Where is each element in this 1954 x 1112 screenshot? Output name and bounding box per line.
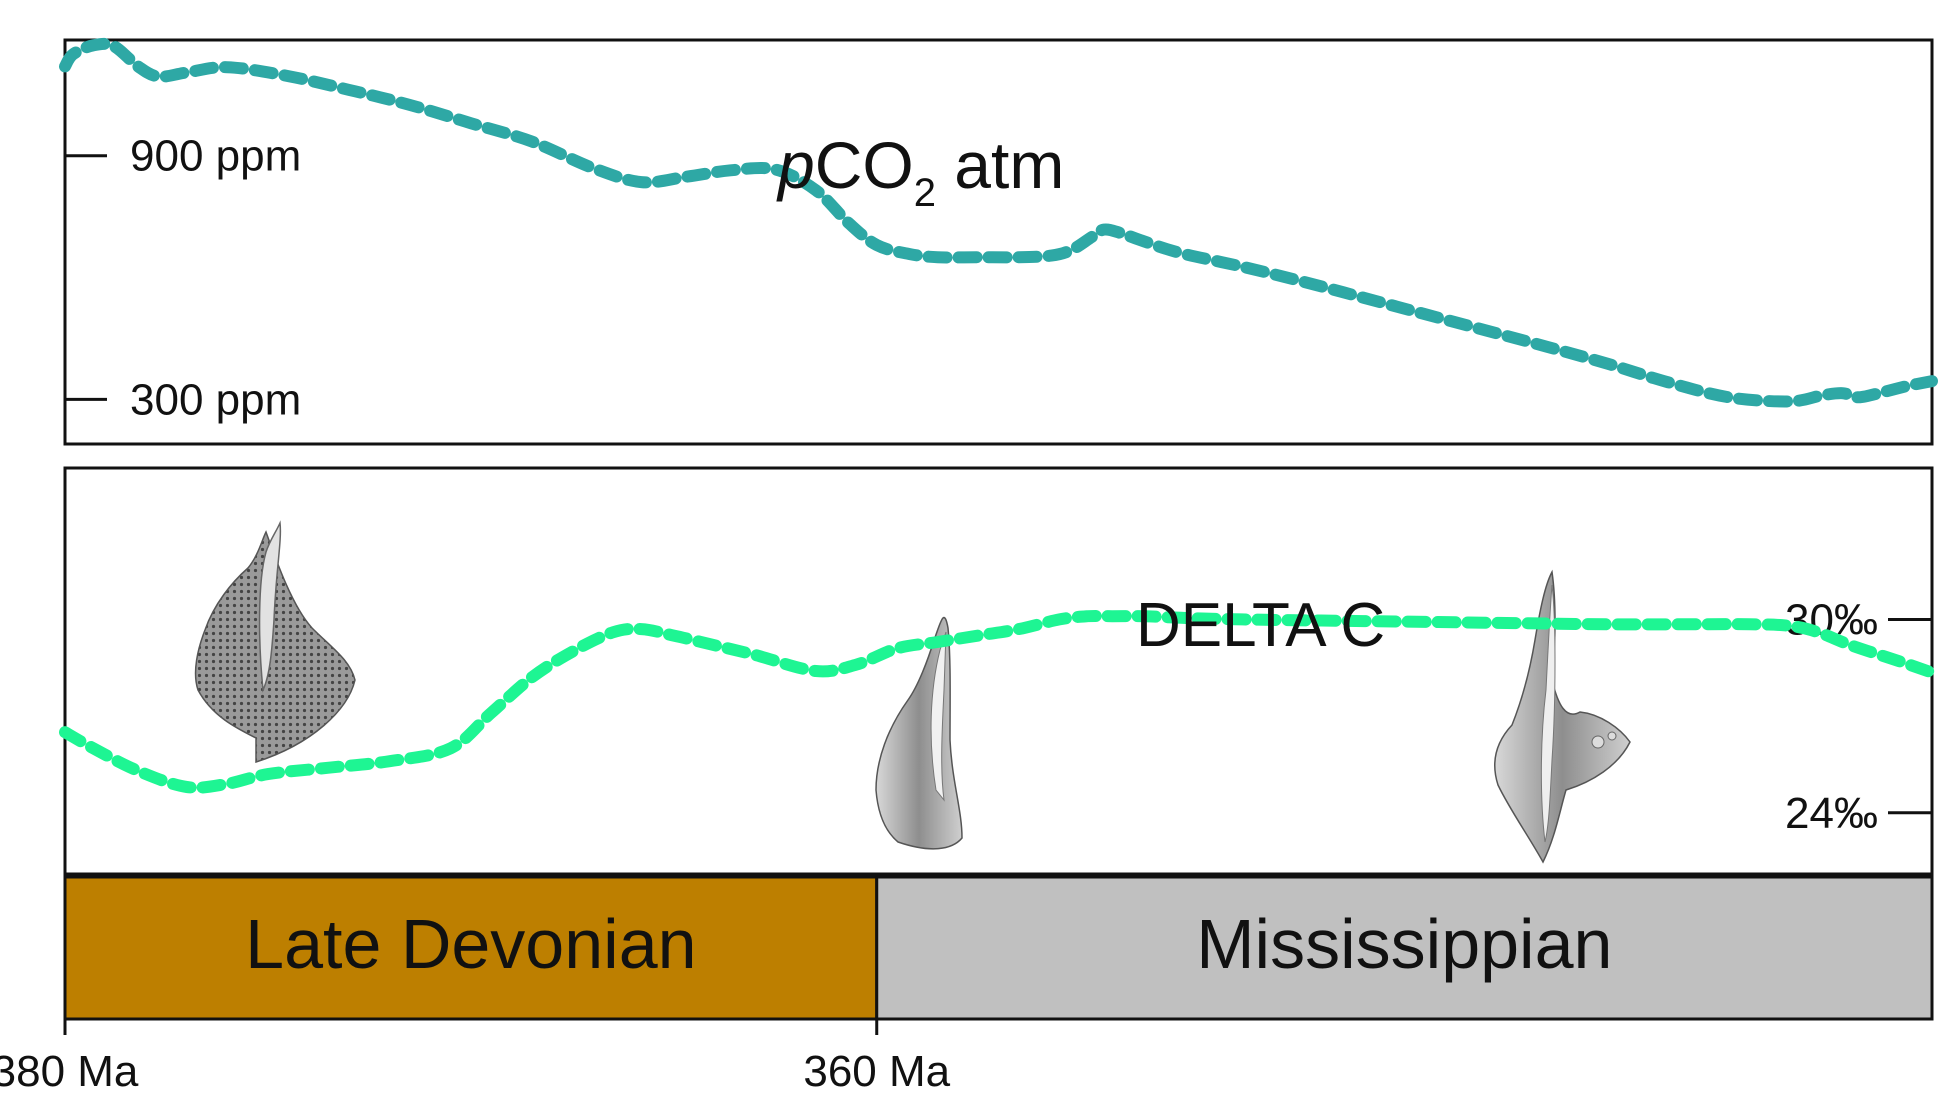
delta-c-curve	[59, 609, 1938, 794]
age-tick-label: 360 Ma	[803, 1047, 950, 1096]
pco2-curve	[59, 37, 1938, 408]
pco2-label-main: CO	[815, 128, 914, 202]
y-tick-label: 24‰	[1785, 789, 1878, 838]
period-late-devonian	[63, 875, 879, 1021]
delta-c-panel: 30‰24‰ DELTA C	[59, 466, 1938, 876]
conodont-fossil-icon	[875, 616, 963, 850]
y-tick-label: 300 ppm	[130, 375, 301, 424]
pco2-label-italic: p	[776, 128, 815, 202]
pco2-y-axis: 900 ppm 300 ppm	[65, 132, 301, 424]
period-mississippian-label: Mississippian	[1196, 905, 1612, 983]
delta-c-y-axis: 30‰24‰	[1785, 595, 1932, 838]
period-mississippian	[875, 875, 1934, 1021]
y-tick-label: 900 ppm	[130, 132, 301, 181]
pco2-label-tail: atm	[936, 128, 1064, 202]
pco2-series-label: pCO2 atm	[776, 128, 1064, 215]
pco2-panel: 900 ppm 300 ppm pCO2 atm	[59, 37, 1938, 446]
conodont-fossil-icon	[1494, 569, 1631, 864]
period-late-devonian-label: Late Devonian	[245, 905, 696, 983]
conodont-fossil-icon	[194, 520, 356, 764]
age-tick-label: 380 Ma	[0, 1047, 139, 1096]
delta-c-series-line	[59, 609, 1938, 794]
pco2-panel-frame	[63, 38, 1934, 446]
pco2-series-line	[59, 37, 1938, 408]
delta-c-series-label: DELTA C	[1136, 591, 1385, 660]
geologic-timescale: Late Devonian Mississippian 380 Ma 360 Ma…	[0, 875, 1934, 1096]
pco2-label-sub: 2	[914, 171, 936, 215]
